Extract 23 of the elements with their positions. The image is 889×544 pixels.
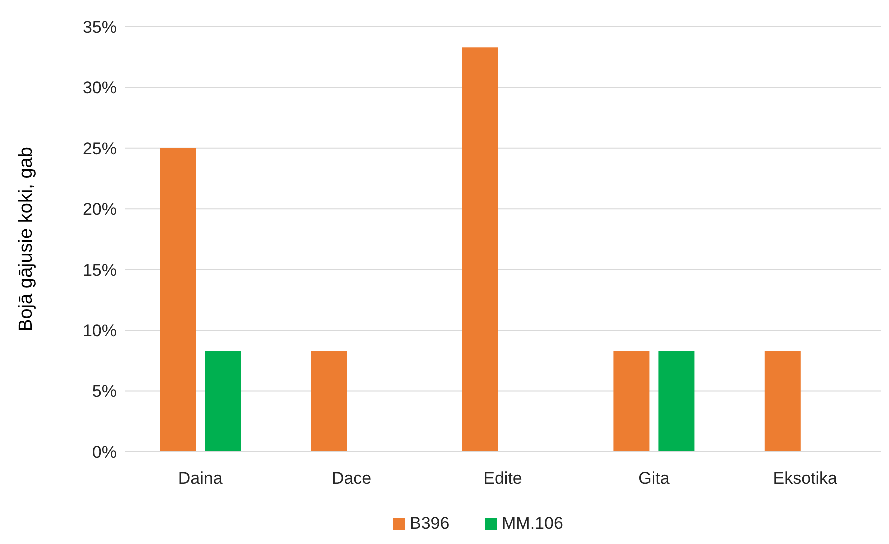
y-tick-label: 35%: [82, 18, 117, 37]
x-tick-label: Daina: [178, 469, 224, 488]
y-tick-label: 0%: [92, 442, 117, 462]
y-tick-label: 10%: [82, 322, 117, 341]
legend-label: B396: [410, 514, 450, 533]
y-tick-label: 25%: [82, 139, 117, 158]
bar: [462, 48, 498, 452]
y-tick-label: 30%: [82, 78, 117, 98]
bar: [658, 351, 695, 452]
bar: [160, 148, 196, 452]
x-tick-label: Dace: [332, 469, 372, 488]
y-tick-label: 15%: [82, 260, 117, 280]
x-tick-label: Gita: [638, 469, 670, 488]
y-tick-label: 5%: [92, 382, 117, 402]
y-axis-title: Bojā gājusie koki, gab: [16, 147, 37, 332]
y-tick-label: 20%: [82, 200, 117, 220]
legend-label: MM.106: [502, 514, 564, 533]
bar: [764, 351, 801, 452]
bar: [311, 351, 348, 452]
x-tick-label: Edite: [484, 469, 522, 488]
bar: [614, 351, 650, 452]
x-tick-label: Eksotika: [773, 469, 838, 488]
bar: [205, 351, 242, 452]
